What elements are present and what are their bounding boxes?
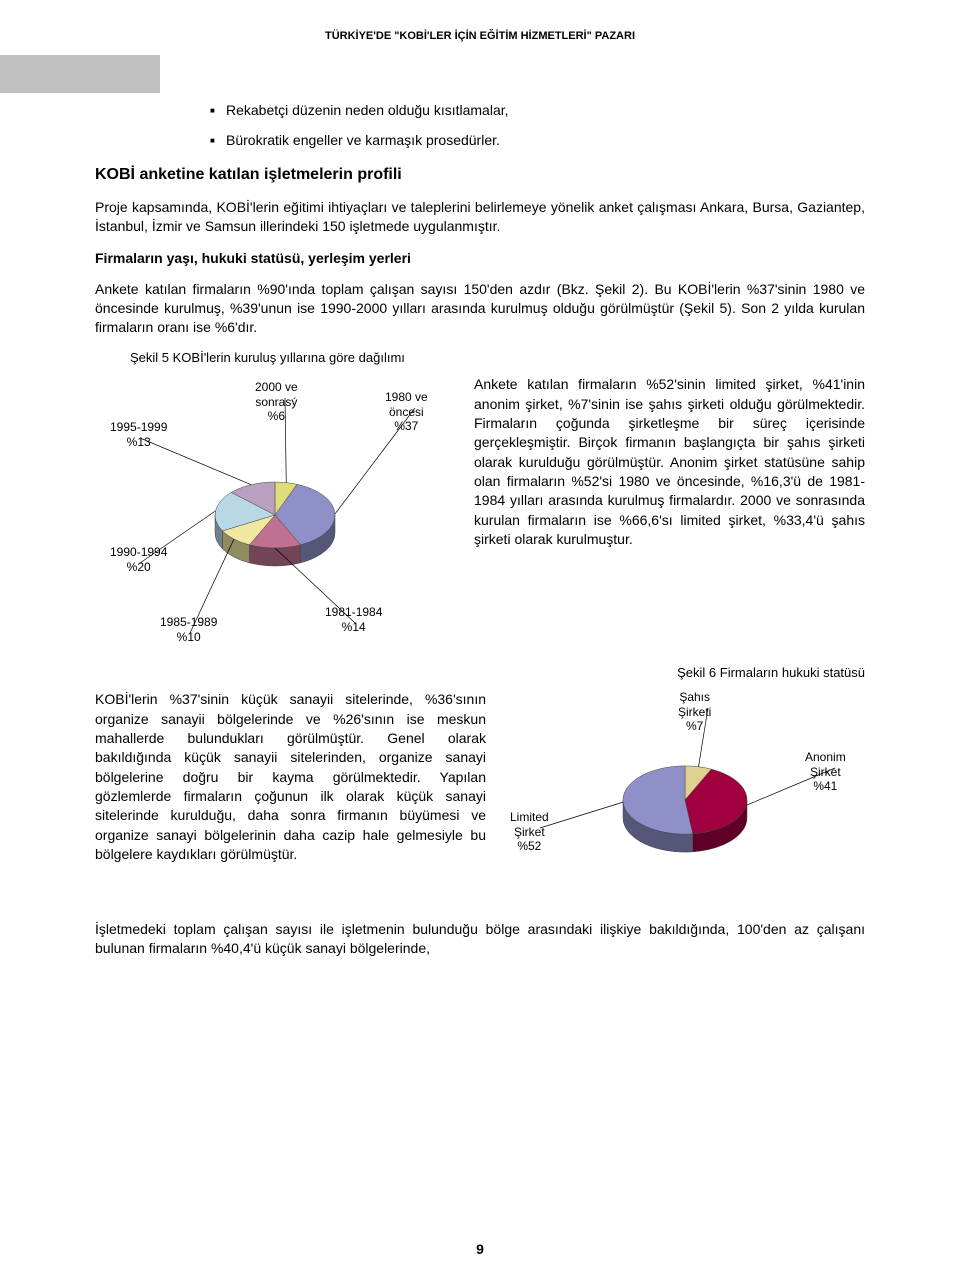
pie-slice-label: LimitedŞirket%52: [510, 810, 549, 853]
paragraph: Ankete katılan firmaların %90'ında topla…: [95, 280, 865, 337]
bullet-item: Bürokratik engeller ve karmaşık prosedür…: [210, 132, 865, 148]
pie-slice-label: ŞahısŞirketi%7: [678, 690, 711, 733]
pie-slice-label: 1995-1999%13: [110, 420, 167, 449]
decorative-gray-bar: [0, 55, 160, 93]
bullet-list: Rekabetçi düzenin neden olduğu kısıtlama…: [210, 102, 865, 148]
pie-chart-5: 2000 vesonrasý%6 1980 veöncesi%37 1981-198…: [95, 375, 450, 655]
subsection-heading: Firmaların yaşı, hukuki statüsü, yerleşi…: [95, 250, 865, 266]
pie-slice-label: 2000 vesonrasý%6: [255, 380, 298, 423]
figure5-row: 2000 vesonrasý%6 1980 veöncesi%37 1981-198…: [95, 375, 865, 655]
figure5-side-text: Ankete katılan firmaların %52'sinin limi…: [474, 375, 865, 655]
pie-slice-label: 1985-1989%10: [160, 615, 217, 644]
pie-slice-label: 1990-1994%20: [110, 545, 167, 574]
figure6-row: KOBİ'lerin %37'sinin küçük sanayii sitel…: [95, 690, 865, 910]
page-number: 9: [0, 1241, 960, 1257]
intro-paragraph: Proje kapsamında, KOBİ'lerin eğitimi iht…: [95, 198, 865, 236]
pie-chart-6: ŞahısŞirketi%7 AnonimŞirket%41 LimitedŞirk…: [510, 690, 865, 910]
pie-slice-label: 1980 veöncesi%37: [385, 390, 428, 433]
page-header: TÜRKİYE'DE "KOBİ'LER İÇİN EĞİTİM HİZMETL…: [95, 30, 865, 42]
figure5-caption: Şekil 5 KOBİ'lerin kuruluş yıllarına gör…: [130, 350, 865, 365]
bullet-item: Rekabetçi düzenin neden olduğu kısıtlama…: [210, 102, 865, 118]
pie-slice-label: AnonimŞirket%41: [805, 750, 846, 793]
figure6-side-text: KOBİ'lerin %37'sinin küçük sanayii sitel…: [95, 690, 486, 910]
pie-slice-label: 1981-1984%14: [325, 605, 382, 634]
figure6-caption: Şekil 6 Firmaların hukuki statüsü: [95, 665, 865, 680]
closing-paragraph: İşletmedeki toplam çalışan sayısı ile iş…: [95, 920, 865, 958]
section-heading: KOBİ anketine katılan işletmelerin profi…: [95, 166, 865, 184]
